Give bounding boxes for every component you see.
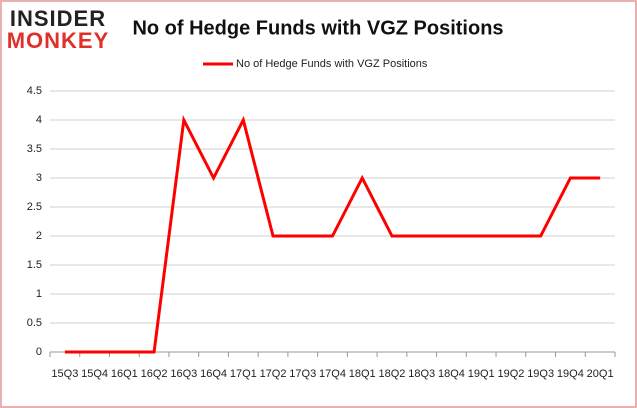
x-tick-label: 19Q2 [497,368,524,380]
chart-title: No of Hedge Funds with VGZ Positions [132,17,503,39]
y-tick-label: 4 [36,114,42,126]
x-tick-label: 17Q4 [319,368,346,380]
x-tick-label: 18Q2 [379,368,406,380]
x-tick-label: 17Q1 [230,368,257,380]
x-tick-label: 18Q4 [438,368,465,380]
series-line [64,115,601,354]
y-tick-label: 1.5 [27,259,42,271]
x-tick-label: 18Q1 [349,368,376,380]
x-tick-label: 16Q1 [111,368,138,380]
y-tick-label: 2 [36,230,42,242]
x-tick-label: 15Q4 [81,368,108,380]
y-tick-label: 0 [36,346,42,358]
y-tick-label: 4.5 [27,85,42,97]
x-tick-label: 17Q2 [260,368,287,380]
y-tick-label: 3.5 [27,143,42,155]
x-tick-label: 19Q1 [468,368,495,380]
x-tick-label: 17Q3 [289,368,316,380]
x-tick-label: 19Q3 [527,368,554,380]
logo-top: INSIDER [10,6,106,31]
x-tick-label: 18Q3 [408,368,435,380]
logo-bottom: MONKEY [7,28,110,53]
x-tick-label: 16Q3 [170,368,197,380]
x-tick-label: 16Q2 [141,368,168,380]
x-tick-label: 16Q4 [200,368,227,380]
x-tick-label: 15Q3 [51,368,78,380]
y-tick-label: 2.5 [27,201,42,213]
legend-label: No of Hedge Funds with VGZ Positions [236,58,428,70]
x-tick-label: 19Q4 [557,368,584,380]
y-tick-label: 0.5 [27,317,42,329]
y-tick-label: 3 [36,172,42,184]
x-tick-label: 20Q1 [587,368,614,380]
y-tick-label: 1 [36,288,42,300]
